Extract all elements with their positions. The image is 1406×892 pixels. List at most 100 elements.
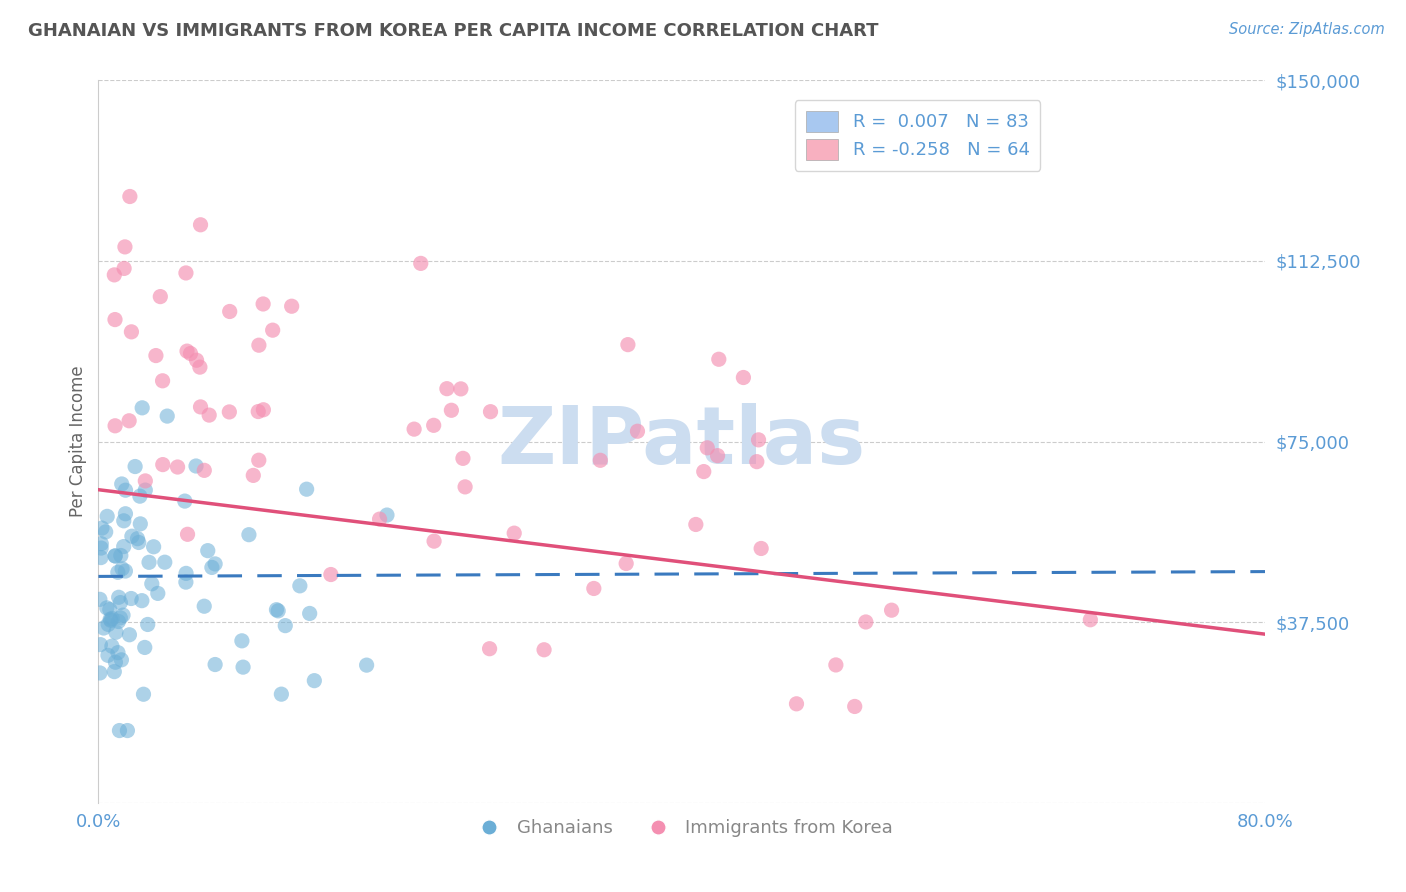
Point <box>118 189 141 203</box>
Point <box>503 526 526 541</box>
Point <box>128 535 150 549</box>
Point <box>121 529 143 543</box>
Point <box>124 459 146 474</box>
Point <box>288 579 311 593</box>
Point <box>120 591 142 606</box>
Point <box>145 349 167 363</box>
Point <box>280 299 302 313</box>
Point <box>855 615 877 629</box>
Point <box>176 527 198 541</box>
Point <box>193 463 215 477</box>
Point <box>107 615 129 629</box>
Point <box>298 607 321 621</box>
Point <box>190 400 212 414</box>
Point <box>232 660 254 674</box>
Point <box>247 404 270 418</box>
Point <box>197 543 219 558</box>
Point <box>693 465 716 479</box>
Point <box>176 344 198 359</box>
Point <box>90 541 112 555</box>
Point <box>375 508 398 522</box>
Point <box>733 370 755 384</box>
Point <box>100 613 122 627</box>
Point <box>304 673 326 688</box>
Point <box>153 555 176 569</box>
Point <box>156 409 179 423</box>
Point <box>97 617 120 632</box>
Point <box>101 639 124 653</box>
Point <box>112 514 135 528</box>
Point <box>104 549 127 563</box>
Point <box>184 458 207 473</box>
Point <box>141 576 163 591</box>
Point <box>451 451 474 466</box>
Point <box>114 564 136 578</box>
Legend: Ghanaians, Immigrants from Korea: Ghanaians, Immigrants from Korea <box>464 812 900 845</box>
Point <box>247 453 270 467</box>
Point <box>94 524 117 539</box>
Point <box>149 290 172 304</box>
Point <box>423 534 446 549</box>
Point <box>626 424 648 438</box>
Point <box>107 566 129 580</box>
Point <box>685 517 707 532</box>
Point <box>114 507 136 521</box>
Point <box>267 604 290 618</box>
Point <box>186 353 208 368</box>
Point <box>98 602 121 616</box>
Point <box>242 468 264 483</box>
Point <box>131 401 153 415</box>
Point <box>252 402 274 417</box>
Point <box>204 557 226 571</box>
Point <box>112 540 135 554</box>
Point <box>706 449 728 463</box>
Point <box>188 360 211 375</box>
Point <box>454 480 477 494</box>
Point <box>101 611 124 625</box>
Point <box>193 599 215 614</box>
Point <box>110 653 132 667</box>
Point <box>104 418 127 433</box>
Point <box>270 687 292 701</box>
Point <box>179 346 201 360</box>
Point <box>274 618 297 632</box>
Point <box>1080 613 1102 627</box>
Point <box>136 617 159 632</box>
Point <box>198 408 221 422</box>
Point <box>89 592 111 607</box>
Point <box>114 240 136 254</box>
Point <box>478 641 501 656</box>
Point <box>368 512 391 526</box>
Point <box>173 494 195 508</box>
Point <box>112 608 135 623</box>
Point <box>707 352 730 367</box>
Point <box>614 557 637 571</box>
Point <box>152 374 174 388</box>
Point <box>104 312 127 326</box>
Point <box>134 483 156 497</box>
Point <box>479 405 502 419</box>
Point <box>112 261 135 276</box>
Point <box>696 441 718 455</box>
Point <box>97 648 120 663</box>
Point <box>166 460 188 475</box>
Point <box>749 541 772 556</box>
Point <box>98 612 121 626</box>
Point <box>231 633 253 648</box>
Point <box>748 433 770 447</box>
Point <box>89 638 111 652</box>
Point <box>120 325 142 339</box>
Point <box>785 697 807 711</box>
Point <box>90 537 112 551</box>
Point <box>266 603 288 617</box>
Point <box>617 337 640 351</box>
Point <box>190 218 212 232</box>
Point <box>218 304 240 318</box>
Point <box>111 562 134 576</box>
Point <box>356 658 378 673</box>
Point <box>96 509 118 524</box>
Point <box>844 699 866 714</box>
Y-axis label: Per Capita Income: Per Capita Income <box>69 366 87 517</box>
Point <box>104 655 127 669</box>
Point <box>110 549 132 563</box>
